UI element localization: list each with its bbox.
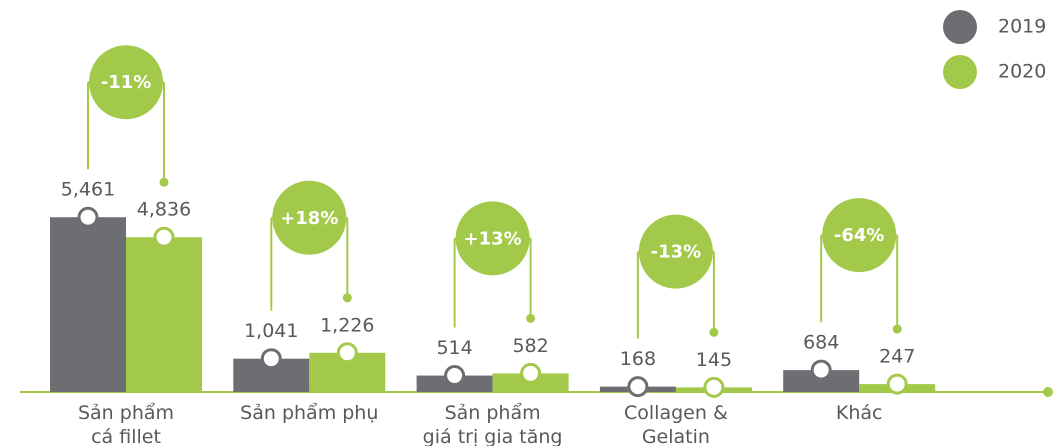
bar-marker — [886, 373, 908, 395]
change-label: +18% — [280, 208, 338, 229]
bracket-dot — [342, 293, 352, 303]
axis-end-dot — [1043, 387, 1053, 397]
change-label: -64% — [834, 225, 885, 246]
bar — [126, 237, 202, 392]
change-badge — [822, 198, 897, 273]
change-label: +13% — [464, 228, 522, 249]
change-badge — [455, 201, 530, 276]
value-label: 1,226 — [320, 314, 374, 336]
bar — [50, 217, 126, 392]
bar-marker — [627, 376, 649, 398]
legend-label: 2019 — [998, 16, 1046, 38]
value-label: 5,461 — [61, 179, 115, 201]
bar-marker — [444, 365, 466, 387]
change-label: -13% — [651, 242, 702, 263]
value-label: 145 — [696, 349, 732, 371]
value-label: 582 — [512, 335, 548, 357]
bar-marker — [520, 362, 542, 384]
bar-marker — [153, 226, 175, 248]
change-badge — [89, 45, 163, 120]
bracket-dot — [892, 324, 902, 334]
change-badge — [638, 214, 713, 289]
bar-marker — [77, 206, 99, 228]
value-label: 4,836 — [137, 199, 191, 221]
category-label: Sản phẩm phụ — [240, 402, 379, 424]
bar-marker — [336, 342, 358, 364]
bar — [783, 370, 860, 392]
legend-swatch — [943, 10, 977, 44]
category-label: Sản phẩm cá fillet — [77, 402, 175, 446]
value-label: 514 — [436, 337, 472, 359]
bracket-dot — [526, 313, 536, 323]
change-badge — [272, 180, 347, 255]
legend-label: 2020 — [998, 61, 1046, 83]
value-label: 168 — [620, 348, 656, 370]
value-label: 247 — [879, 346, 915, 368]
value-label: 684 — [803, 332, 839, 354]
category-label: Khác — [835, 402, 883, 424]
bar-marker — [260, 348, 282, 370]
bracket-dot — [709, 327, 719, 337]
bracket-dot — [159, 177, 169, 187]
legend-swatch — [943, 55, 977, 89]
category-label: Sản phẩm giá trị gia tăng — [422, 402, 563, 446]
bar-marker — [703, 376, 725, 398]
value-label: 1,041 — [244, 320, 298, 342]
category-label: Collagen & Gelatin — [624, 402, 728, 446]
change-label: -11% — [101, 72, 152, 93]
bar-marker — [810, 359, 832, 381]
